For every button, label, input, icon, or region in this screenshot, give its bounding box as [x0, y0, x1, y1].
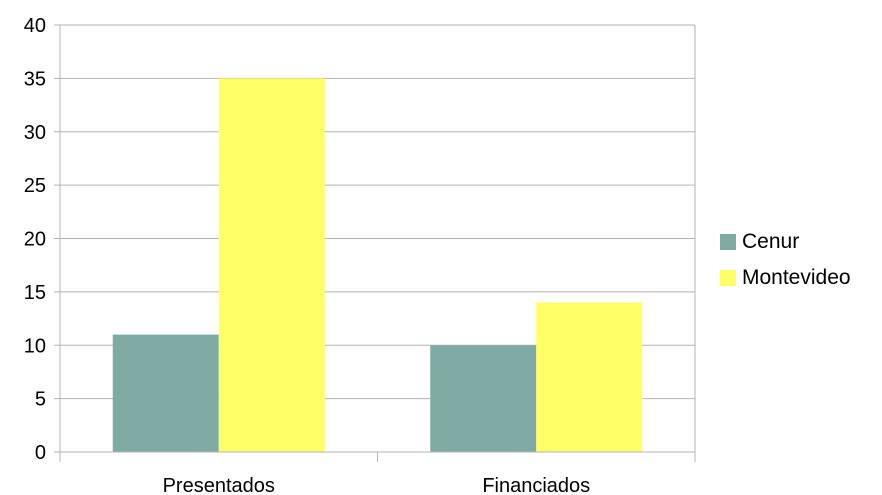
legend-label-montevideo: Montevideo [742, 266, 851, 289]
y-tick-label-35: 35 [24, 68, 46, 90]
y-tick-label-5: 5 [35, 389, 46, 411]
x-tick-label-financiados: Financiados [482, 475, 590, 495]
legend-swatch-cenur [720, 234, 736, 250]
y-tick-label-10: 10 [24, 335, 46, 357]
x-tick-label-presentados: Presentados [163, 475, 275, 495]
legend-label-cenur: Cenur [742, 230, 800, 253]
y-tick-label-40: 40 [24, 15, 46, 37]
y-tick-label-30: 30 [24, 122, 46, 144]
bar-montevideo-financiados [536, 302, 643, 452]
legend-item-cenur: Cenur [720, 224, 851, 260]
y-tick-label-20: 20 [24, 229, 46, 251]
bar-cenur-financiados [430, 345, 537, 452]
axes [54, 24, 696, 462]
legend-item-montevideo: Montevideo [720, 260, 851, 296]
y-tick-label-25: 25 [24, 175, 46, 197]
bar-montevideo-presentados [218, 78, 325, 452]
tick-labels: 0 5 10 15 20 25 30 35 40 Presentados Financiados [24, 15, 590, 495]
bars-group [112, 78, 643, 452]
y-tick-label-15: 15 [24, 282, 46, 304]
bar-cenur-presentados [112, 334, 219, 452]
legend: Cenur Montevideo [720, 224, 851, 296]
legend-swatch-montevideo [720, 270, 736, 286]
y-tick-label-0: 0 [35, 442, 46, 464]
